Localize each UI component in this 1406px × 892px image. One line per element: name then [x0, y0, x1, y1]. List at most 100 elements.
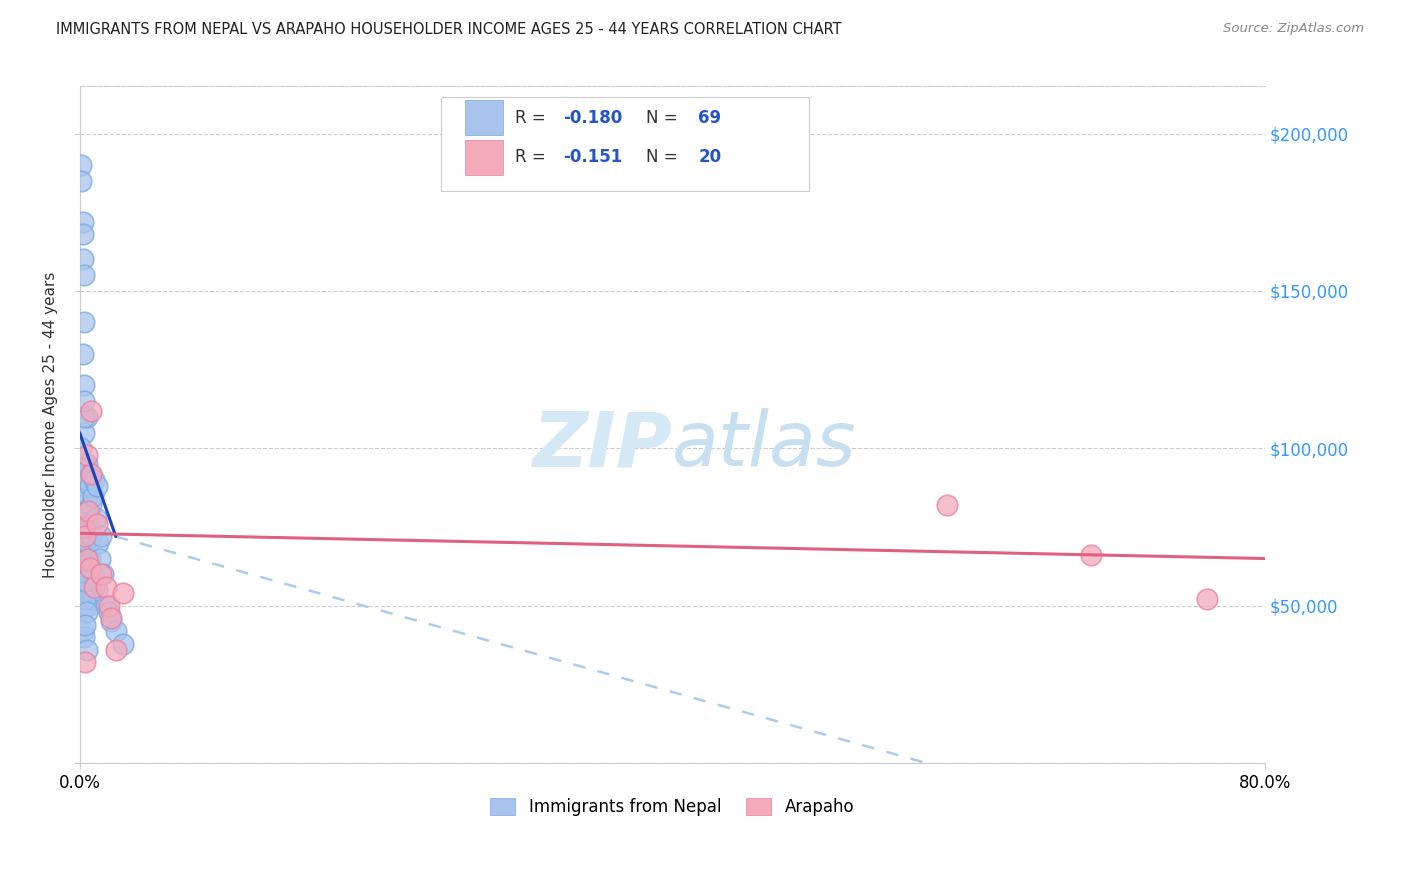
Point [89, 551, 111, 566]
FancyBboxPatch shape [441, 97, 808, 191]
Point [72, 252, 94, 267]
Point [935, 498, 957, 512]
Point [94, 599, 117, 613]
Text: atlas: atlas [672, 408, 856, 482]
Text: N =: N = [647, 148, 683, 167]
Point [72, 574, 94, 588]
Point [73, 425, 96, 440]
Point [111, 586, 134, 600]
Point [77, 504, 100, 518]
Point [1195, 592, 1218, 607]
Point [76, 409, 98, 424]
Point [76, 448, 98, 462]
Point [76, 457, 98, 471]
Y-axis label: Householder Income Ages 25 - 44 years: Householder Income Ages 25 - 44 years [44, 271, 58, 578]
Point [80, 467, 103, 481]
Point [75, 599, 97, 613]
Point [80, 498, 103, 512]
Point [77, 599, 100, 613]
Point [73, 479, 96, 493]
Point [75, 617, 97, 632]
Point [79, 582, 101, 597]
Point [75, 504, 97, 518]
Text: 20: 20 [699, 148, 721, 167]
Point [80, 403, 103, 417]
Point [79, 520, 101, 534]
Text: N =: N = [647, 109, 683, 127]
Point [73, 561, 96, 575]
Point [72, 347, 94, 361]
Point [79, 479, 101, 493]
Point [73, 268, 96, 283]
Point [70, 174, 93, 188]
Point [82, 489, 104, 503]
Point [82, 592, 104, 607]
Point [79, 561, 101, 575]
Point [75, 567, 97, 582]
Point [76, 520, 98, 534]
Text: R =: R = [515, 109, 551, 127]
Point [97, 605, 120, 619]
Point [90, 529, 112, 543]
Point [75, 536, 97, 550]
Point [104, 642, 127, 657]
Point [77, 536, 100, 550]
Point [75, 656, 97, 670]
Point [73, 394, 96, 409]
Text: -0.180: -0.180 [564, 109, 623, 127]
Point [111, 636, 134, 650]
Point [75, 457, 97, 471]
Point [76, 551, 98, 566]
Point [73, 529, 96, 543]
Point [73, 520, 96, 534]
Point [80, 467, 103, 481]
Point [86, 479, 108, 493]
Point [75, 592, 97, 607]
Point [73, 592, 96, 607]
Point [80, 561, 103, 575]
Point [77, 567, 100, 582]
Point [83, 580, 105, 594]
Point [77, 473, 100, 487]
Point [72, 624, 94, 638]
Point [97, 599, 120, 613]
Point [94, 580, 117, 594]
Point [75, 529, 97, 543]
FancyBboxPatch shape [465, 140, 503, 175]
Text: -0.151: -0.151 [564, 148, 623, 167]
Point [73, 630, 96, 644]
Point [75, 574, 97, 588]
Text: R =: R = [515, 148, 551, 167]
Point [79, 551, 101, 566]
Point [90, 567, 112, 582]
Point [73, 378, 96, 392]
Point [84, 510, 107, 524]
Point [87, 536, 110, 550]
Point [77, 504, 100, 518]
FancyBboxPatch shape [465, 100, 503, 135]
Point [100, 615, 122, 629]
Point [76, 551, 98, 566]
Point [86, 516, 108, 531]
Text: Source: ZipAtlas.com: Source: ZipAtlas.com [1223, 22, 1364, 36]
Point [83, 473, 105, 487]
Point [76, 489, 98, 503]
Point [72, 227, 94, 242]
Point [70, 442, 93, 456]
Point [80, 529, 103, 543]
Point [70, 473, 93, 487]
Legend: Immigrants from Nepal, Arapaho: Immigrants from Nepal, Arapaho [484, 791, 860, 822]
Point [70, 158, 93, 172]
Point [91, 567, 114, 582]
Point [76, 605, 98, 619]
Point [104, 624, 127, 638]
Point [100, 611, 122, 625]
Text: ZIP: ZIP [533, 408, 672, 482]
Point [86, 582, 108, 597]
Point [83, 567, 105, 582]
Point [1080, 549, 1102, 563]
Point [72, 467, 94, 481]
Point [72, 215, 94, 229]
Point [73, 409, 96, 424]
Point [76, 582, 98, 597]
